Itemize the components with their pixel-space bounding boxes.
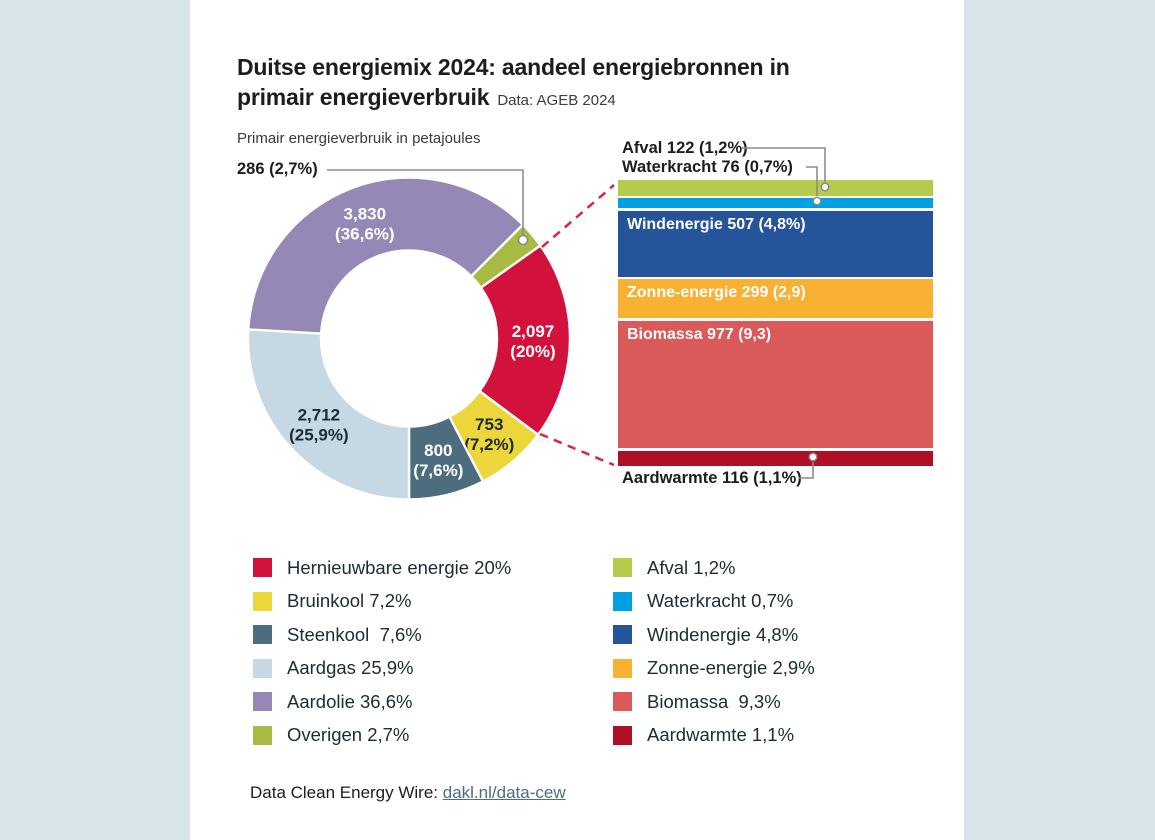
donut-subtitle: Primair energieverbruik in petajoules [237,130,481,147]
legend-label-aardolie: Aardolie 36,6% [287,690,413,712]
legend-item-aardolie: Aardolie 36,6% [253,685,511,719]
legend-label-aardwarmte: Aardwarmte 1,1% [647,724,795,746]
legend-label-afval: Afval 1,2% [647,556,736,578]
legend-swatch-biomassa [613,692,632,712]
donut-segment-aardgas [246,328,411,501]
footer-text: Data Clean Energy Wire: [250,783,443,802]
callout-aardwarmte-label: Aardwarmte 116 (1,1%) [622,469,802,487]
legend-swatch-bruinkool [253,591,272,611]
legend-item-aardgas: Aardgas 25,9% [253,652,511,686]
donut-segment-aardolie [247,176,525,335]
legend-item-hernieuwbare: Hernieuwbare energie 20% [253,551,511,585]
bar-segment-label-zonne: Zonne-energie 299 (2,9) [627,284,806,302]
bar-segment-zonne: Zonne-energie 299 (2,9) [618,279,933,319]
legend-item-aardwarmte: Aardwarmte 1,1% [613,719,815,753]
donut-segment-hernieuwbare [478,244,572,436]
legend-label-aardgas: Aardgas 25,9% [287,657,414,679]
donut-label-bruinkool: 753 (7,2%) [464,415,514,454]
legend-swatch-aardwarmte [613,725,632,745]
legend-swatch-aardgas [253,658,272,678]
legend: Hernieuwbare energie 20% Bruinkool 7,2% St… [253,551,943,761]
donut-label-steenkool: 800 (7,6%) [413,441,463,480]
legend-label-steenkool: Steenkool 7,6% [287,623,422,645]
donut-label-hernieuwbare: 2,097 (20%) [510,322,555,361]
bar-segment-label-windenergie: Windenergie 507 (4,8%) [627,215,806,233]
callout-afval-label: Afval 122 (1,2%) [622,139,748,157]
legend-label-windenergie: Windenergie 4,8% [647,623,799,645]
legend-column-left: Hernieuwbare energie 20% Bruinkool 7,2% St… [253,551,511,752]
legend-label-hernieuwbare: Hernieuwbare energie 20% [287,556,512,578]
legend-item-overigen: Overigen 2,7% [253,719,511,753]
footer: Data Clean Energy Wire: dakl.nl/data-cew [250,783,566,803]
bar-segment-label-biomassa: Biomassa 977 (9,3) [627,325,772,343]
legend-label-waterkracht: Waterkracht 0,7% [647,590,794,612]
legend-item-windenergie: Windenergie 4,8% [613,618,815,652]
legend-item-zonne: Zonne-energie 2,9% [613,652,815,686]
legend-swatch-windenergie [613,625,632,645]
legend-swatch-hernieuwbare [253,558,272,578]
bar-segment-aardwarmte [618,450,933,466]
legend-item-afval: Afval 1,2% [613,551,815,585]
legend-column-right: Afval 1,2% Waterkracht 0,7% Windenergie 4,… [613,551,815,752]
legend-label-zonne: Zonne-energie 2,9% [647,657,815,679]
bar-segment-waterkracht [618,198,933,209]
page-title: Duitse energiemix 2024: aandeel energieb… [237,52,947,116]
legend-swatch-overigen [253,725,272,745]
legend-swatch-zonne [613,658,632,678]
bar-segment-windenergie: Windenergie 507 (4,8%) [618,210,933,277]
legend-item-waterkracht: Waterkracht 0,7% [613,585,815,619]
legend-item-steenkool: Steenkool 7,6% [253,618,511,652]
legend-swatch-steenkool [253,625,272,645]
donut-chart: 2,097 (20%) 753 (7,2%)800 (7,6%) 2,712 (25,9%)… [246,176,572,501]
title-line-2: primair energieverbruik Data: AGEB 2024 [237,84,616,110]
renewables-stacked-bar: Windenergie 507 (4,8%) Zonne-energie 299 … [618,180,933,466]
legend-swatch-afval [613,558,632,578]
legend-label-overigen: Overigen 2,7% [287,724,410,746]
callout-waterkracht-label: Waterkracht 76 (0,7%) [622,158,793,176]
donut-label-aardgas: 2,712 (25,9%) [289,406,349,445]
donut-label-aardolie: 3,830 (36,6%) [335,205,395,244]
legend-item-bruinkool: Bruinkool 7,2% [253,585,511,619]
data-source-note: Data: AGEB 2024 [497,92,616,109]
legend-label-bruinkool: Bruinkool 7,2% [287,590,412,612]
footer-link[interactable]: dakl.nl/data-cew [442,783,566,802]
legend-swatch-waterkracht [613,591,632,611]
title-line-1: Duitse energiemix 2024: aandeel energieb… [237,54,790,80]
bar-segment-afval [618,180,933,196]
bar-segment-biomassa: Biomassa 977 (9,3) [618,320,933,449]
callout-overigen-label: 286 (2,7%) [237,160,318,178]
legend-item-biomassa: Biomassa 9,3% [613,685,815,719]
legend-swatch-aardolie [253,692,272,712]
legend-label-biomassa: Biomassa 9,3% [647,690,781,712]
